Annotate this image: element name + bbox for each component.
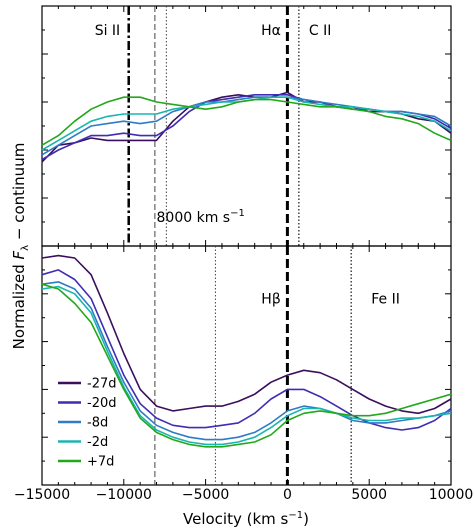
series-line-5	[41, 96, 452, 146]
series-line-2d	[41, 285, 452, 446]
line-label-h: Hβ	[261, 291, 280, 307]
velocity-annotation-value: 8000 km s	[157, 210, 231, 226]
legend-label-2d: -2d	[87, 435, 108, 450]
series-line-1	[41, 91, 452, 163]
legend-label-7d: +7d	[87, 455, 114, 470]
y-axis-label-part: λ	[20, 245, 31, 251]
series-line-20d	[41, 269, 452, 431]
bottom-panel: Hβ Fe II -27d -20d -8d -2d +7d	[41, 245, 452, 486]
line-label-h: Hα	[261, 23, 281, 39]
y-axis-label-part: − continuum	[10, 143, 28, 245]
x-axis-label-part: Velocity (km s	[183, 510, 289, 528]
line-label-c-ii: C II	[309, 23, 331, 39]
x-axis-label-part: −1	[288, 510, 303, 521]
series-line-3	[41, 96, 452, 156]
velocity-annotation: 8000 km s−1	[157, 208, 245, 226]
top-panel-frame	[41, 5, 452, 247]
line-label-fe-ii: Fe II	[371, 291, 400, 307]
top-panel: Si II Hα C II 8000 km s−1	[41, 5, 452, 247]
velocity-annotation-exponent: −1	[230, 208, 245, 219]
legend-label-27d: -27d	[87, 377, 117, 392]
y-axis-label: Normalized Fλ − continuum	[10, 143, 31, 350]
x-axis-label: Velocity (km s−1)	[183, 510, 309, 528]
y-axis-label-part: F	[10, 250, 28, 259]
line-label-si-ii: Si II	[95, 23, 120, 39]
x-tick-label: −5000	[182, 487, 229, 503]
series-line-7d	[41, 283, 452, 448]
shared-axes: −15000 −10000 −5000 0 5000 10000 Velocity (km …	[10, 143, 473, 528]
x-tick-label: 0	[283, 487, 292, 503]
x-tick-label: −10000	[96, 487, 152, 503]
legend-label-8d: -8d	[87, 416, 108, 431]
y-axis-label-part: Normalized	[10, 259, 28, 349]
legend-label-20d: -20d	[87, 396, 117, 411]
x-tick-label: −15000	[14, 487, 70, 503]
series-line-8d	[41, 281, 452, 441]
series-line-27d	[41, 254, 452, 415]
x-tick-label: 10000	[429, 487, 474, 503]
x-axis-label-part: )	[303, 510, 309, 528]
x-tick-label: 5000	[351, 487, 387, 503]
